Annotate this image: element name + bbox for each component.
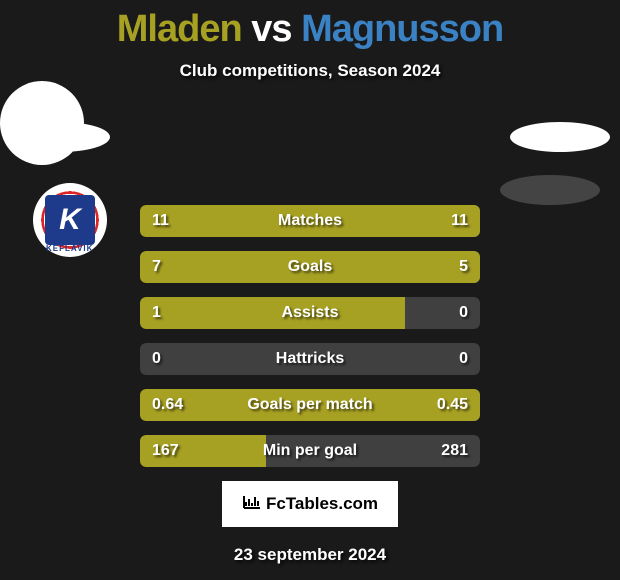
stat-value-right: 5 bbox=[459, 258, 468, 276]
stat-value-left: 0.64 bbox=[152, 396, 183, 414]
player1-name: Mladen bbox=[117, 8, 242, 50]
footer-date: 23 september 2024 bbox=[0, 545, 620, 565]
team-badge-left-top bbox=[10, 122, 110, 152]
vs-separator: vs bbox=[251, 8, 291, 50]
brand-badge: FcTables.com bbox=[222, 481, 398, 527]
chart-icon bbox=[242, 494, 262, 515]
player2-name: Magnusson bbox=[301, 8, 503, 50]
page-title: Mladen vs Magnusson bbox=[0, 0, 620, 51]
subtitle: Club competitions, Season 2024 bbox=[0, 61, 620, 81]
stat-label: Min per goal bbox=[263, 442, 357, 460]
stat-row: 7 Goals 5 bbox=[140, 251, 480, 283]
stat-value-left: 7 bbox=[152, 258, 161, 276]
stat-label: Hattricks bbox=[276, 350, 344, 368]
stat-label: Assists bbox=[282, 304, 339, 322]
stat-row: 167 Min per goal 281 bbox=[140, 435, 480, 467]
stat-value-right: 11 bbox=[451, 212, 468, 230]
stat-value-left: 1 bbox=[152, 304, 161, 322]
stat-value-right: 0 bbox=[459, 304, 468, 322]
stat-row: 11 Matches 11 bbox=[140, 205, 480, 237]
stats-container: 11 Matches 11 7 Goals 5 1 Assists 0 0 Hattricks 0 0.… bbox=[140, 205, 480, 467]
stat-row: 0 Hattricks 0 bbox=[140, 343, 480, 375]
stat-value-left: 0 bbox=[152, 350, 161, 368]
stat-label: Matches bbox=[278, 212, 342, 230]
stat-value-left: 167 bbox=[152, 442, 179, 460]
club-logo-letter: K bbox=[45, 195, 95, 245]
stat-fill bbox=[140, 297, 405, 329]
stat-label: Goals bbox=[288, 258, 332, 276]
stat-row: 0.64 Goals per match 0.45 bbox=[140, 389, 480, 421]
brand-text: FcTables.com bbox=[266, 494, 378, 514]
team-badge-right-top bbox=[510, 122, 610, 152]
stat-value-right: 0.45 bbox=[437, 396, 468, 414]
stat-row: 1 Assists 0 bbox=[140, 297, 480, 329]
stat-value-right: 0 bbox=[459, 350, 468, 368]
stat-value-left: 11 bbox=[152, 212, 169, 230]
team-badge-right-bottom bbox=[500, 175, 600, 205]
club-logo-name: KEFLAVIK bbox=[46, 244, 93, 253]
stat-value-right: 281 bbox=[441, 442, 468, 460]
stat-label: Goals per match bbox=[247, 396, 372, 414]
